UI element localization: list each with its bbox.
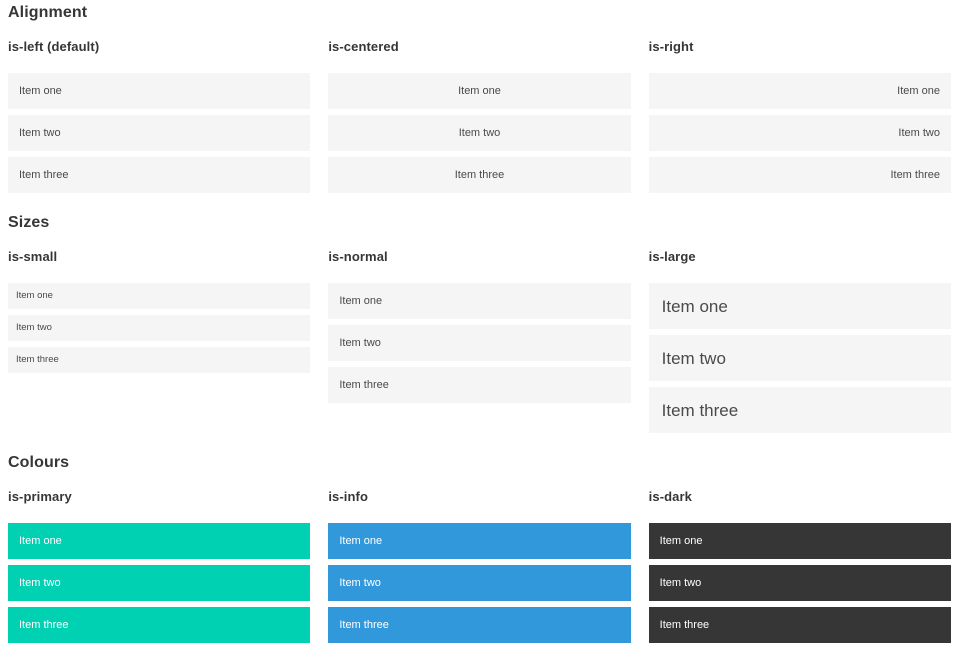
list-item[interactable]: Item two — [8, 565, 311, 601]
group-label: is-primary — [8, 489, 72, 504]
section-title: Alignment — [8, 4, 88, 21]
list-item[interactable]: Item three — [8, 607, 311, 643]
list-is-small: Item one Item two Item three — [8, 283, 311, 373]
group-label: is-right — [648, 39, 694, 54]
group-is-left: is-left (default) Item one Item two Item… — [8, 21, 311, 193]
list-item[interactable]: Item three — [328, 157, 631, 193]
group-is-info: is-info Item one Item two Item three — [328, 471, 631, 643]
list-is-dark: Item one Item two Item three — [648, 523, 951, 643]
group-is-large: is-large Item one Item two Item three — [648, 231, 951, 433]
list-item[interactable]: Item one — [8, 73, 311, 109]
section-colours: Colours is-primary Item one Item two Ite… — [8, 455, 951, 643]
list-item[interactable]: Item three — [8, 157, 311, 193]
list-item[interactable]: Item one — [648, 523, 951, 559]
list-item[interactable]: Item one — [328, 73, 631, 109]
list-item[interactable]: Item two — [648, 335, 951, 381]
list-item[interactable]: Item three — [8, 347, 311, 373]
list-item[interactable]: Item one — [8, 283, 311, 309]
section-title: Sizes — [8, 214, 50, 231]
sizes-columns: is-small Item one Item two Item three is… — [8, 231, 951, 433]
list-item[interactable]: Item three — [328, 607, 631, 643]
group-is-dark: is-dark Item one Item two Item three — [648, 471, 951, 643]
list-item[interactable]: Item three — [648, 157, 951, 193]
list-item[interactable]: Item three — [328, 367, 631, 403]
section-title: Colours — [8, 454, 70, 471]
list-item[interactable]: Item one — [648, 73, 951, 109]
list-is-normal: Item one Item two Item three — [328, 283, 631, 403]
group-label: is-dark — [648, 489, 692, 504]
list-item[interactable]: Item two — [328, 325, 631, 361]
list-is-left: Item one Item two Item three — [8, 73, 311, 193]
list-item[interactable]: Item two — [648, 565, 951, 601]
group-label: is-left (default) — [8, 39, 100, 54]
group-is-centered: is-centered Item one Item two Item three — [328, 21, 631, 193]
group-label: is-small — [8, 249, 58, 264]
list-item[interactable]: Item two — [8, 115, 311, 151]
group-label: is-centered — [328, 39, 399, 54]
list-is-large: Item one Item two Item three — [648, 283, 951, 433]
list-item[interactable]: Item three — [648, 387, 951, 433]
group-label: is-info — [328, 489, 369, 504]
list-item[interactable]: Item one — [328, 523, 631, 559]
group-is-primary: is-primary Item one Item two Item three — [8, 471, 311, 643]
list-item[interactable]: Item two — [328, 115, 631, 151]
group-is-normal: is-normal Item one Item two Item three — [328, 231, 631, 433]
alignment-columns: is-left (default) Item one Item two Item… — [8, 21, 951, 193]
group-label: is-normal — [328, 249, 388, 264]
section-sizes: Sizes is-small Item one Item two Item th… — [8, 215, 951, 433]
list-item[interactable]: Item one — [8, 523, 311, 559]
list-is-info: Item one Item two Item three — [328, 523, 631, 643]
group-is-right: is-right Item one Item two Item three — [648, 21, 951, 193]
list-item[interactable]: Item one — [328, 283, 631, 319]
section-alignment: Alignment is-left (default) Item one Ite… — [8, 5, 951, 193]
group-label: is-large — [648, 249, 696, 264]
list-item[interactable]: Item three — [648, 607, 951, 643]
list-item[interactable]: Item two — [8, 315, 311, 341]
list-item[interactable]: Item one — [648, 283, 951, 329]
list-item[interactable]: Item two — [328, 565, 631, 601]
group-is-small: is-small Item one Item two Item three — [8, 231, 311, 433]
list-is-centered: Item one Item two Item three — [328, 73, 631, 193]
colours-columns: is-primary Item one Item two Item three … — [8, 471, 951, 643]
list-item[interactable]: Item two — [648, 115, 951, 151]
list-is-right: Item one Item two Item three — [648, 73, 951, 193]
list-is-primary: Item one Item two Item three — [8, 523, 311, 643]
